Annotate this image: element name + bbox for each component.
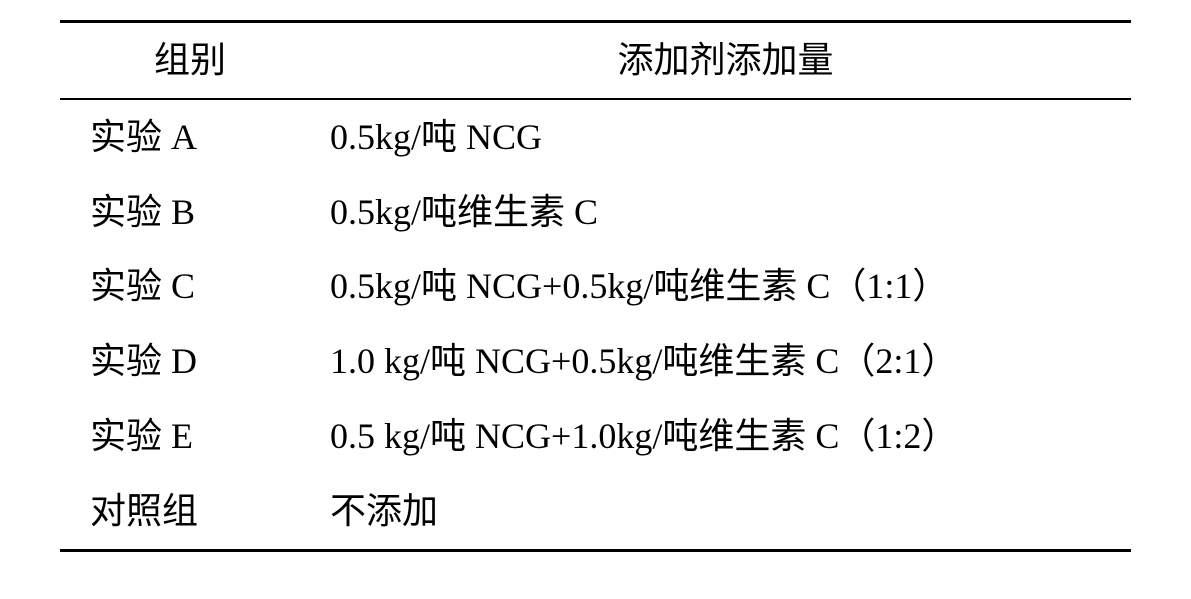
table-row: 实验 D 1.0 kg/吨 NCG+0.5kg/吨维生素 C（2:1） xyxy=(60,324,1131,399)
table-header-row: 组别 添加剂添加量 xyxy=(60,22,1131,99)
col-header-group: 组别 xyxy=(60,22,300,99)
cell-group: 实验 C xyxy=(60,249,300,324)
cell-dose: 1.0 kg/吨 NCG+0.5kg/吨维生素 C（2:1） xyxy=(300,324,1131,399)
page-container: 组别 添加剂添加量 实验 A 0.5kg/吨 NCG 实验 B 0.5kg/吨维… xyxy=(0,0,1191,599)
cell-group: 对照组 xyxy=(60,474,300,550)
table-row: 实验 E 0.5 kg/吨 NCG+1.0kg/吨维生素 C（1:2） xyxy=(60,399,1131,474)
cell-dose: 0.5kg/吨 NCG+0.5kg/吨维生素 C（1:1） xyxy=(300,249,1131,324)
additive-table: 组别 添加剂添加量 实验 A 0.5kg/吨 NCG 实验 B 0.5kg/吨维… xyxy=(60,20,1131,552)
cell-dose: 0.5kg/吨维生素 C xyxy=(300,175,1131,250)
col-header-dose: 添加剂添加量 xyxy=(300,22,1131,99)
cell-group: 实验 A xyxy=(60,99,300,175)
cell-group: 实验 E xyxy=(60,399,300,474)
table-row: 实验 B 0.5kg/吨维生素 C xyxy=(60,175,1131,250)
cell-dose: 不添加 xyxy=(300,474,1131,550)
cell-dose: 0.5kg/吨 NCG xyxy=(300,99,1131,175)
table-row: 实验 C 0.5kg/吨 NCG+0.5kg/吨维生素 C（1:1） xyxy=(60,249,1131,324)
table-row: 实验 A 0.5kg/吨 NCG xyxy=(60,99,1131,175)
cell-dose: 0.5 kg/吨 NCG+1.0kg/吨维生素 C（1:2） xyxy=(300,399,1131,474)
cell-group: 实验 B xyxy=(60,175,300,250)
cell-group: 实验 D xyxy=(60,324,300,399)
table-row: 对照组 不添加 xyxy=(60,474,1131,550)
